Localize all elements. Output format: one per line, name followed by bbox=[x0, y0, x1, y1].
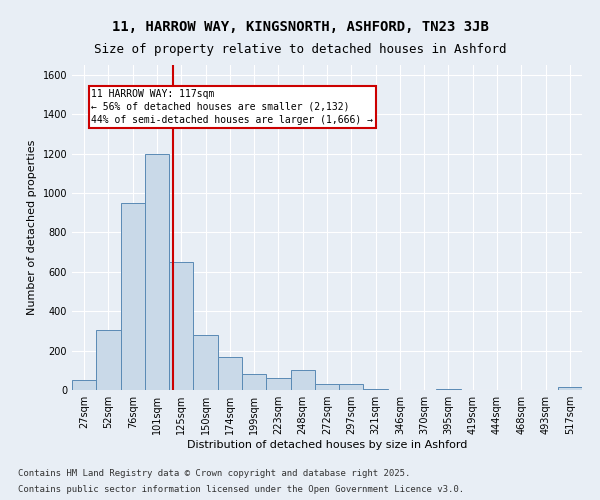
Bar bbox=[96, 330, 121, 390]
Bar bbox=[169, 262, 193, 390]
Bar bbox=[290, 370, 315, 390]
X-axis label: Distribution of detached houses by size in Ashford: Distribution of detached houses by size … bbox=[187, 440, 467, 450]
Text: 11 HARROW WAY: 117sqm
← 56% of detached houses are smaller (2,132)
44% of semi-d: 11 HARROW WAY: 117sqm ← 56% of detached … bbox=[91, 88, 373, 125]
Text: Size of property relative to detached houses in Ashford: Size of property relative to detached ho… bbox=[94, 42, 506, 56]
Bar bbox=[364, 389, 388, 390]
Text: Contains HM Land Registry data © Crown copyright and database right 2025.: Contains HM Land Registry data © Crown c… bbox=[18, 468, 410, 477]
Bar bbox=[193, 335, 218, 390]
Bar bbox=[558, 387, 582, 390]
Bar bbox=[218, 356, 242, 390]
Text: 11, HARROW WAY, KINGSNORTH, ASHFORD, TN23 3JB: 11, HARROW WAY, KINGSNORTH, ASHFORD, TN2… bbox=[112, 20, 488, 34]
Bar bbox=[121, 203, 145, 390]
Bar bbox=[266, 378, 290, 390]
Bar bbox=[315, 384, 339, 390]
Text: Contains public sector information licensed under the Open Government Licence v3: Contains public sector information licen… bbox=[18, 485, 464, 494]
Bar bbox=[72, 380, 96, 390]
Bar bbox=[242, 374, 266, 390]
Bar bbox=[145, 154, 169, 390]
Bar bbox=[436, 389, 461, 390]
Bar bbox=[339, 384, 364, 390]
Y-axis label: Number of detached properties: Number of detached properties bbox=[27, 140, 37, 315]
